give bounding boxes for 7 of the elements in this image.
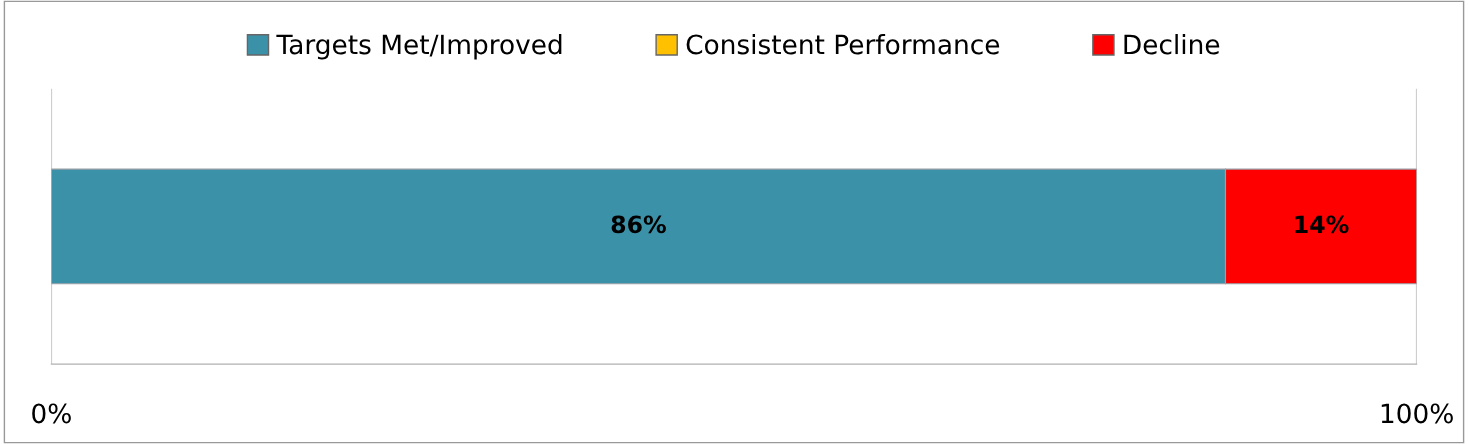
legend-label: Targets Met/Improved <box>276 34 562 60</box>
x-tick-label: 100% <box>1381 403 1453 424</box>
legend-label: Decline <box>1124 34 1220 55</box>
legend-label: Consistent Performance <box>686 34 1000 55</box>
data-label: 14% <box>1295 215 1349 234</box>
x-tick-label: 0% <box>32 403 71 424</box>
data-label: 86% <box>611 215 666 234</box>
